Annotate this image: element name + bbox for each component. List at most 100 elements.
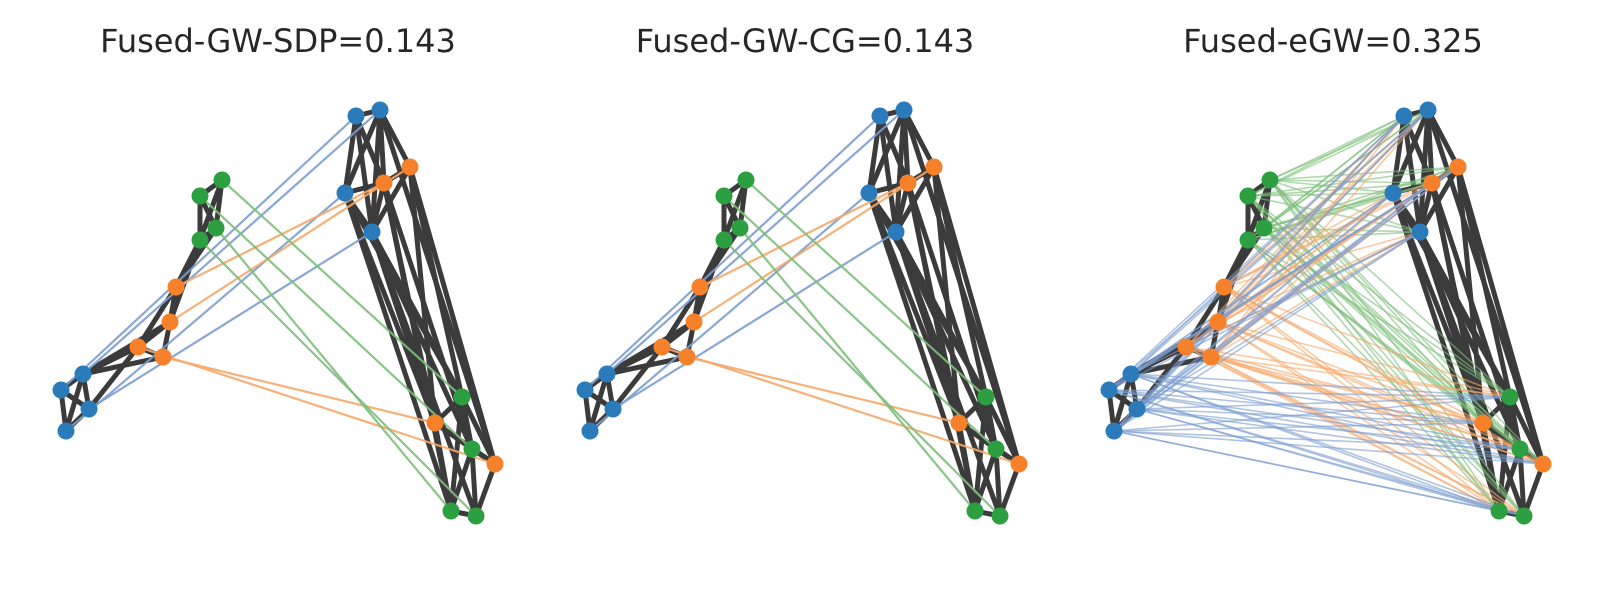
matching-line-green [1269,179,1394,194]
matching-line-orange [1217,321,1521,450]
matching-line-green [1247,109,1429,241]
right-node-green [1490,502,1508,520]
left-node-orange [1215,278,1233,296]
left-node-blue [57,422,75,440]
right-node-blue [1419,101,1437,119]
left-node-blue [581,422,599,440]
left-graph-edge [167,237,203,325]
left-node-blue [1105,422,1123,440]
left-node-blue [1122,365,1140,383]
right-node-green [453,388,471,406]
right-graph-edge [1507,394,1546,467]
left-node-orange [653,338,671,356]
matching-line-orange [661,345,1020,466]
left-node-orange [678,348,696,366]
left-graph-edge [604,319,697,377]
left-node-orange [167,278,185,296]
right-graph-edge [377,107,387,186]
matching-line-green [723,239,1001,517]
matching-line-blue [88,231,373,410]
right-graph-edge [473,461,498,519]
matching-line-blue [1113,422,1484,432]
left-node-blue [576,381,594,399]
right-node-blue [871,107,889,125]
left-node-green [213,171,231,189]
matching-line-blue [1136,396,1511,410]
matching-line-green [199,195,473,450]
matching-line-orange [1210,356,1521,450]
matching-line-green [221,179,463,398]
left-node-blue [1100,381,1118,399]
matching-line-orange [1210,356,1484,424]
left-graph-edge [197,177,225,243]
matching-line-blue [1113,109,1429,432]
right-node-blue [1395,107,1413,125]
matching-line-green [199,239,477,517]
matching-line-orange [137,345,496,466]
left-graph-edge [1111,371,1134,434]
matching-line-blue [82,109,381,375]
left-node-orange [691,278,709,296]
graph-edges [582,107,1022,519]
matching-line-orange [1185,346,1511,398]
matching-lines [584,109,1020,517]
right-graph-edge [1521,461,1546,519]
matching-line-orange [686,355,960,425]
right-node-orange [925,158,943,176]
matching-line-green [723,195,997,450]
left-node-green [1239,187,1257,205]
matching-line-blue [1108,109,1429,391]
matching-line-orange [1210,356,1511,398]
right-node-orange [950,414,968,432]
right-graph-edge [381,180,454,514]
left-graph-edge [63,371,86,434]
right-node-green [467,507,485,525]
left-graph-edge [80,319,173,377]
right-node-blue [363,223,381,241]
right-graph-edge [342,190,454,514]
left-node-green [191,231,209,249]
right-graph-edge [459,394,498,467]
right-graph-edge [342,113,359,196]
right-node-orange [486,455,504,473]
matching-line-blue [1130,373,1511,398]
right-node-green [1515,507,1533,525]
left-node-green [1261,171,1279,189]
matching-line-orange [1210,356,1500,512]
right-graph-edge [983,394,1022,467]
matching-line-blue [1108,115,1405,391]
matching-line-blue [1108,389,1521,450]
matching-line-blue [606,109,905,375]
right-node-orange [1010,455,1028,473]
matching-lines [60,109,496,517]
right-node-blue [347,107,365,125]
right-graph-edge [893,229,999,452]
right-node-blue [1411,223,1429,241]
left-node-blue [74,365,92,383]
right-node-green [977,388,995,406]
matching-line-orange [693,166,935,323]
right-node-blue [895,101,913,119]
matching-line-blue [1136,231,1421,410]
matching-line-blue [1113,430,1544,465]
matching-line-orange [162,355,436,425]
right-graph-edge [469,446,479,519]
matching-line-green [1247,166,1459,197]
right-graph-edge [1455,164,1546,467]
left-node-green [191,187,209,205]
right-node-orange [401,158,419,176]
matching-line-blue [1113,115,1405,432]
right-node-orange [899,174,917,192]
right-graph-edge [993,446,1003,519]
right-graph-edge [901,107,911,186]
right-node-green [463,440,481,458]
left-node-green [715,187,733,205]
matching-line-green [739,227,976,512]
right-graph-edge [1390,190,1502,514]
right-node-orange [1534,455,1552,473]
left-node-green [731,219,749,237]
right-graph-edge [369,229,475,452]
matching-line-orange [1210,115,1405,358]
right-node-green [966,502,984,520]
